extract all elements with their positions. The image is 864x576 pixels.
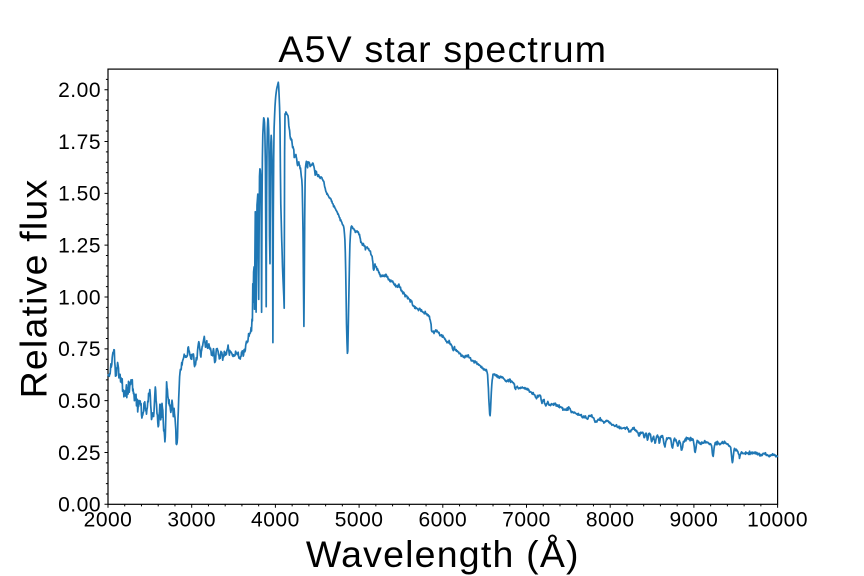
svg-text:Wavelength (Å): Wavelength (Å) (306, 533, 580, 575)
svg-text:0.00: 0.00 (58, 494, 101, 517)
svg-text:8000: 8000 (586, 508, 635, 531)
svg-text:1.50: 1.50 (58, 183, 101, 206)
svg-text:6000: 6000 (418, 508, 467, 531)
svg-text:0.75: 0.75 (58, 338, 101, 361)
svg-text:Relative flux: Relative flux (12, 179, 54, 399)
svg-text:0.25: 0.25 (58, 442, 101, 465)
svg-text:0.50: 0.50 (58, 390, 101, 413)
svg-text:7000: 7000 (502, 508, 551, 531)
svg-text:A5V star spectrum: A5V star spectrum (278, 28, 607, 70)
svg-text:1.75: 1.75 (58, 131, 101, 154)
svg-text:1.00: 1.00 (58, 286, 101, 309)
svg-text:4000: 4000 (251, 508, 300, 531)
svg-text:1.25: 1.25 (58, 235, 101, 258)
svg-text:2.00: 2.00 (58, 79, 101, 102)
svg-text:10000: 10000 (747, 508, 808, 531)
svg-text:2000: 2000 (84, 508, 133, 531)
svg-text:3000: 3000 (167, 508, 216, 531)
svg-text:5000: 5000 (335, 508, 384, 531)
svg-text:9000: 9000 (670, 508, 719, 531)
